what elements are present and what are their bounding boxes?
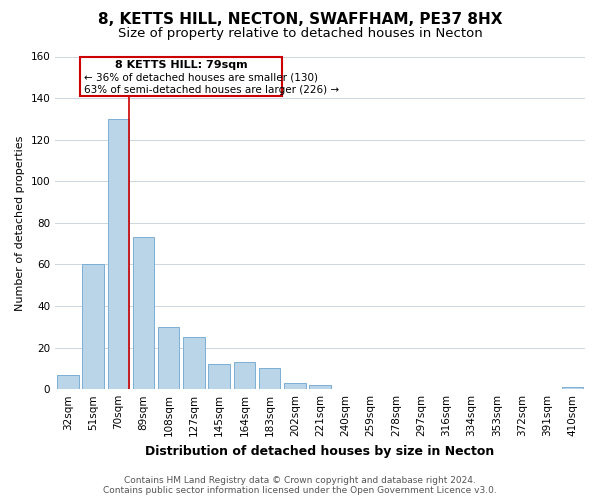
- Bar: [259, 368, 280, 389]
- Bar: [562, 387, 583, 389]
- Text: 8, KETTS HILL, NECTON, SWAFFHAM, PE37 8HX: 8, KETTS HILL, NECTON, SWAFFHAM, PE37 8H…: [98, 12, 502, 28]
- FancyBboxPatch shape: [80, 56, 282, 96]
- Bar: [133, 238, 154, 389]
- Text: 8 KETTS HILL: 79sqm: 8 KETTS HILL: 79sqm: [115, 60, 248, 70]
- Y-axis label: Number of detached properties: Number of detached properties: [15, 135, 25, 310]
- Bar: [158, 327, 179, 389]
- Bar: [208, 364, 230, 389]
- Bar: [107, 119, 129, 389]
- Text: Size of property relative to detached houses in Necton: Size of property relative to detached ho…: [118, 28, 482, 40]
- Text: ← 36% of detached houses are smaller (130): ← 36% of detached houses are smaller (13…: [84, 72, 318, 82]
- Bar: [183, 337, 205, 389]
- Bar: [82, 264, 104, 389]
- Text: 63% of semi-detached houses are larger (226) →: 63% of semi-detached houses are larger (…: [84, 84, 340, 94]
- Bar: [284, 383, 305, 389]
- Text: Contains public sector information licensed under the Open Government Licence v3: Contains public sector information licen…: [103, 486, 497, 495]
- Bar: [233, 362, 255, 389]
- Text: Contains HM Land Registry data © Crown copyright and database right 2024.: Contains HM Land Registry data © Crown c…: [124, 476, 476, 485]
- X-axis label: Distribution of detached houses by size in Necton: Distribution of detached houses by size …: [145, 444, 495, 458]
- Bar: [57, 374, 79, 389]
- Bar: [310, 385, 331, 389]
